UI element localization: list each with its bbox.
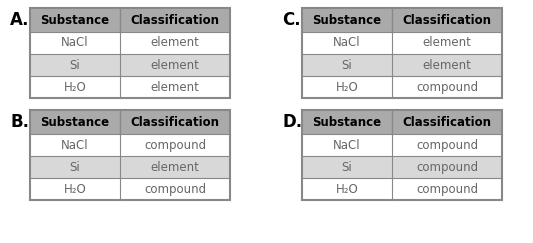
Bar [302, 76, 502, 98]
Text: element: element [150, 160, 199, 174]
Text: compound: compound [416, 139, 478, 151]
Bar [302, 134, 502, 156]
Bar [30, 110, 230, 134]
Text: element: element [150, 36, 199, 50]
Text: element: element [150, 80, 199, 94]
Bar [302, 54, 502, 76]
Bar [30, 178, 230, 200]
Text: compound: compound [416, 80, 478, 94]
Text: Si: Si [70, 59, 80, 71]
Bar [302, 32, 502, 54]
Bar [30, 32, 230, 54]
Text: NaCl: NaCl [333, 139, 361, 151]
Text: H₂O: H₂O [336, 182, 358, 196]
Bar [302, 178, 502, 200]
Text: Si: Si [70, 160, 80, 174]
Text: compound: compound [144, 139, 206, 151]
Bar [30, 76, 230, 98]
Text: compound: compound [416, 182, 478, 196]
Text: Si: Si [342, 59, 352, 71]
Text: element: element [423, 59, 471, 71]
Text: NaCl: NaCl [61, 36, 89, 50]
Text: B.: B. [10, 113, 29, 131]
Bar [302, 8, 502, 32]
Bar [302, 156, 502, 178]
Text: C.: C. [282, 11, 301, 29]
Text: Classification: Classification [402, 14, 491, 26]
Bar [30, 156, 230, 178]
Bar [30, 54, 230, 76]
Text: Substance: Substance [312, 14, 382, 26]
Bar [30, 134, 230, 156]
Text: A.: A. [10, 11, 29, 29]
Text: Classification: Classification [402, 115, 491, 129]
Text: Classification: Classification [131, 14, 220, 26]
Text: NaCl: NaCl [333, 36, 361, 50]
Bar [302, 8, 502, 98]
Bar [302, 110, 502, 200]
Text: Substance: Substance [312, 115, 382, 129]
Text: compound: compound [416, 160, 478, 174]
Bar [30, 8, 230, 98]
Text: element: element [150, 59, 199, 71]
Text: H₂O: H₂O [63, 80, 86, 94]
Bar [302, 110, 502, 134]
Text: NaCl: NaCl [61, 139, 89, 151]
Text: compound: compound [144, 182, 206, 196]
Text: H₂O: H₂O [63, 182, 86, 196]
Text: element: element [423, 36, 471, 50]
Text: H₂O: H₂O [336, 80, 358, 94]
Text: Substance: Substance [41, 115, 110, 129]
Bar [30, 110, 230, 200]
Text: Classification: Classification [131, 115, 220, 129]
Bar [30, 8, 230, 32]
Text: Substance: Substance [41, 14, 110, 26]
Text: D.: D. [282, 113, 302, 131]
Text: Si: Si [342, 160, 352, 174]
